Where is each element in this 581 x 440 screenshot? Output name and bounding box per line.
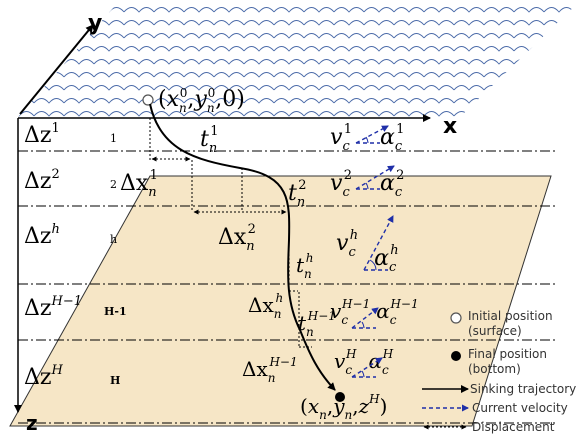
y-axis-label: y xyxy=(88,11,102,36)
sinking-trajectory-path xyxy=(149,103,336,391)
legend-final-line1: Final position xyxy=(468,347,547,361)
y-axis xyxy=(19,24,94,115)
x-axis-label: x xyxy=(443,114,457,139)
displacement-label-H-1: ΔxnH−1 xyxy=(242,355,298,385)
layer-thickness-h: Δzh xyxy=(24,222,60,249)
layer-index-H: H xyxy=(110,374,120,387)
legend-final-icon xyxy=(451,351,461,361)
legend-displacement-label: Displacement xyxy=(472,420,555,434)
time-label-2: tn2 xyxy=(288,178,307,210)
displacement-label-h: Δxnh xyxy=(248,291,283,321)
current-velocity-label-h: vchαch xyxy=(336,228,399,275)
layer-thickness-1: Δz1 xyxy=(24,121,60,148)
start-point-label: (xn0,yn0,0) xyxy=(158,86,245,115)
end-point-label: (xn,yn,zH) xyxy=(300,392,387,422)
current-angle-arcs xyxy=(361,136,377,378)
initial-position-marker xyxy=(142,94,154,106)
current-velocity-arrows xyxy=(351,125,395,378)
sea-surface xyxy=(18,0,581,117)
layer-index-H-1: H-1 xyxy=(104,305,127,318)
legend: Initial position (surface) Final positio… xyxy=(422,309,576,434)
displacement-label-2: Δxn2 xyxy=(218,222,256,254)
layer-thickness-H-1: ΔzH−1 xyxy=(24,294,82,321)
layer-index-1: 1 xyxy=(110,132,117,145)
displacement-label-1: Δxn1 xyxy=(120,168,158,200)
legend-trajectory-label: Sinking trajectory xyxy=(470,382,576,396)
legend-initial-icon xyxy=(450,312,462,324)
current-velocity-label-H: vcH αcH xyxy=(334,347,394,377)
current-velocity-label-H-1: vcH−1 αcH−1 xyxy=(330,297,419,327)
current-velocity-label-1: vc1 αc1 xyxy=(330,122,404,154)
final-position-marker xyxy=(335,392,345,402)
layer-thickness-2: Δz2 xyxy=(24,167,60,194)
legend-current-label: Current velocity xyxy=(472,401,568,415)
displacement-guides xyxy=(149,118,300,348)
layer-index-h: h xyxy=(110,233,117,246)
layer-thickness-H: ΔzH xyxy=(24,363,63,390)
legend-final-line2: (bottom) xyxy=(468,362,521,376)
legend-initial-line2: (surface) xyxy=(468,324,522,338)
time-label-1: tn1 xyxy=(200,124,219,156)
time-label-h: tnh xyxy=(296,251,314,281)
seabed-plane xyxy=(9,175,552,427)
layer-index-2: 2 xyxy=(110,178,117,191)
legend-initial-line1: Initial position xyxy=(468,309,553,323)
time-label-H-1: tnH−1 xyxy=(298,309,336,339)
current-velocity-label-2: vc2 αc2 xyxy=(330,168,404,200)
